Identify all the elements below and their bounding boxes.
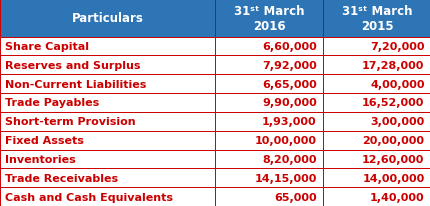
Bar — [0, 150, 215, 169]
Text: 20,00,000: 20,00,000 — [362, 136, 424, 145]
Text: 4,00,000: 4,00,000 — [369, 79, 424, 89]
Text: Share Capital: Share Capital — [5, 42, 89, 52]
Text: 17,28,000: 17,28,000 — [361, 61, 424, 70]
Text: 1,40,000: 1,40,000 — [369, 192, 424, 202]
Text: Trade Receivables: Trade Receivables — [5, 173, 118, 183]
Bar — [322, 150, 430, 169]
Bar — [0, 37, 215, 56]
Bar — [215, 75, 322, 94]
Text: 3,00,000: 3,00,000 — [369, 117, 424, 127]
Text: 16,52,000: 16,52,000 — [361, 98, 424, 108]
Text: 6,60,000: 6,60,000 — [261, 42, 316, 52]
Bar — [215, 56, 322, 75]
Bar — [322, 112, 430, 131]
Text: 14,00,000: 14,00,000 — [362, 173, 424, 183]
Bar — [322, 0, 430, 37]
Text: Trade Payables: Trade Payables — [5, 98, 99, 108]
Bar — [215, 150, 322, 169]
Text: 7,92,000: 7,92,000 — [261, 61, 316, 70]
Bar — [215, 169, 322, 187]
Text: 10,00,000: 10,00,000 — [254, 136, 316, 145]
Bar — [215, 131, 322, 150]
Text: Fixed Assets: Fixed Assets — [5, 136, 84, 145]
Bar — [322, 187, 430, 206]
Text: Non-Current Liabilities: Non-Current Liabilities — [5, 79, 146, 89]
Text: 6,65,000: 6,65,000 — [261, 79, 316, 89]
Text: 9,90,000: 9,90,000 — [261, 98, 316, 108]
Bar — [322, 131, 430, 150]
Text: Short-term Provision: Short-term Provision — [5, 117, 135, 127]
Bar — [0, 75, 215, 94]
Bar — [322, 75, 430, 94]
Text: 7,20,000: 7,20,000 — [369, 42, 424, 52]
Bar — [0, 56, 215, 75]
Bar — [215, 94, 322, 112]
Bar — [322, 169, 430, 187]
Text: 8,20,000: 8,20,000 — [262, 154, 316, 164]
Bar — [0, 131, 215, 150]
Text: 14,15,000: 14,15,000 — [254, 173, 316, 183]
Text: Cash and Cash Equivalents: Cash and Cash Equivalents — [5, 192, 173, 202]
Text: 31ˢᵗ March
2015: 31ˢᵗ March 2015 — [341, 5, 412, 33]
Text: Reserves and Surplus: Reserves and Surplus — [5, 61, 140, 70]
Bar — [215, 0, 322, 37]
Text: Inventories: Inventories — [5, 154, 76, 164]
Bar — [215, 112, 322, 131]
Bar — [215, 187, 322, 206]
Text: Particulars: Particulars — [72, 12, 143, 25]
Bar — [322, 37, 430, 56]
Bar — [0, 0, 215, 37]
Bar — [0, 94, 215, 112]
Bar — [215, 37, 322, 56]
Bar — [0, 112, 215, 131]
Text: 65,000: 65,000 — [273, 192, 316, 202]
Bar — [0, 187, 215, 206]
Text: 31ˢᵗ March
2016: 31ˢᵗ March 2016 — [233, 5, 304, 33]
Text: 1,93,000: 1,93,000 — [261, 117, 316, 127]
Bar — [0, 169, 215, 187]
Text: 12,60,000: 12,60,000 — [361, 154, 424, 164]
Bar — [322, 94, 430, 112]
Bar — [322, 56, 430, 75]
